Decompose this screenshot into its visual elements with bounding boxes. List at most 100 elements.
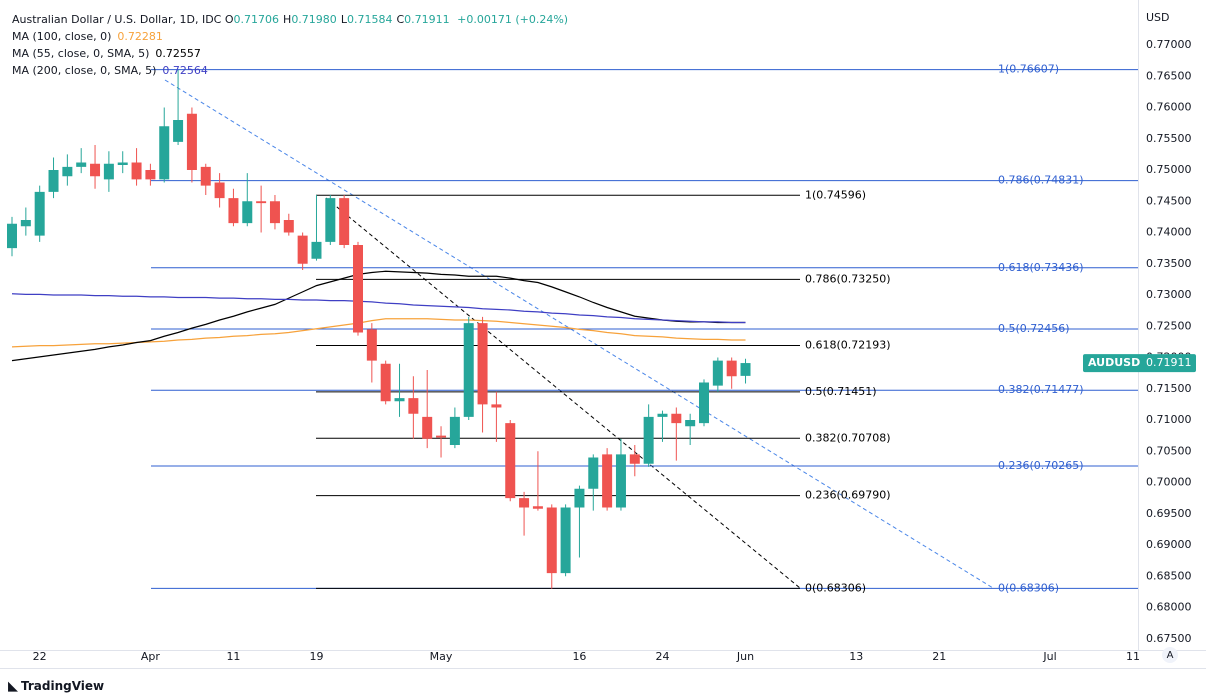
fib-label: 0(0.68306) xyxy=(998,581,1059,594)
y-tick-label: 0.69500 xyxy=(1146,507,1192,520)
ohlc-label: L xyxy=(340,13,347,26)
candle-body xyxy=(76,162,87,167)
candle-body xyxy=(491,404,502,408)
candle-body xyxy=(643,416,654,464)
x-tick-label: 13 xyxy=(849,650,863,663)
brand-logo: ◣ xyxy=(8,679,18,694)
candle-body xyxy=(283,220,294,233)
candle-body xyxy=(145,170,156,180)
symbol: Australian Dollar / U.S. Dollar, 1D, IDC xyxy=(12,13,222,26)
fib-label: 0.382(0.70708) xyxy=(805,431,891,444)
fib-label: 0.5(0.72456) xyxy=(998,322,1070,335)
candle-body xyxy=(311,241,322,259)
candle-body xyxy=(297,235,308,264)
candle-body xyxy=(505,423,516,499)
x-tick-label: 22 xyxy=(33,650,47,663)
candle-body xyxy=(740,363,751,376)
candle-body xyxy=(615,454,626,508)
candle-body xyxy=(48,170,59,192)
brand-text: TradingView xyxy=(21,679,105,693)
y-tick-label: 0.74000 xyxy=(1146,226,1192,239)
layer-back: 1(0.76607) 0.786(0.74831) 0.618(0.73436) 0.… xyxy=(11,63,1138,594)
candle-body xyxy=(463,323,474,417)
fib-label: 0.786(0.74831) xyxy=(998,174,1084,187)
y-tick-label: 0.76500 xyxy=(1146,69,1192,82)
ma-legend-row: MA (55, close, 0, SMA, 5) 0.72557 xyxy=(12,45,572,62)
ma-legend-row: MA (100, close, 0) 0.72281 xyxy=(12,28,572,45)
ma-line xyxy=(11,270,746,362)
candle-body xyxy=(90,163,101,177)
candle-body xyxy=(34,191,45,236)
ma-value: 0.72557 xyxy=(155,47,201,60)
x-tick-label: Apr xyxy=(141,650,161,663)
legend: Australian Dollar / U.S. Dollar, 1D, IDC… xyxy=(12,11,572,79)
x-tick-label: 21 xyxy=(932,650,946,663)
axis-unit: USD xyxy=(1146,11,1170,24)
fib-label: 0.236(0.69790) xyxy=(805,489,891,502)
candle-body xyxy=(242,201,253,224)
fib-label: 0.5(0.71451) xyxy=(805,385,877,398)
brand: ◣ TradingView xyxy=(8,679,104,694)
candle-body xyxy=(394,398,405,402)
y-tick-label: 0.70500 xyxy=(1146,444,1192,457)
ma-legend-row: MA (200, close, 0, SMA, 5) 0.72564 xyxy=(12,62,572,79)
ma-line xyxy=(11,318,746,348)
candle-body xyxy=(117,162,128,165)
candle-body xyxy=(380,363,391,402)
y-tick-label: 0.68000 xyxy=(1146,601,1192,614)
candle-body xyxy=(560,507,571,574)
y-tick-label: 0.77000 xyxy=(1146,38,1192,51)
candle-body xyxy=(325,198,336,242)
ma-name: MA (55, close, 0, SMA, 5) xyxy=(12,47,150,60)
candle-body xyxy=(159,126,170,180)
candle-body xyxy=(408,398,419,414)
y-tick-label: 0.70000 xyxy=(1146,476,1192,489)
fib-label: 0.786(0.73250) xyxy=(805,272,891,285)
y-tick-label: 0.73500 xyxy=(1146,257,1192,270)
candle-body xyxy=(366,329,377,361)
fib-label: 1(0.74596) xyxy=(805,188,866,201)
auto-scale-label[interactable]: A xyxy=(1167,650,1174,661)
candle-body xyxy=(574,488,585,508)
candle-body xyxy=(532,506,543,509)
y-tick-label: 0.75500 xyxy=(1146,132,1192,145)
price-badge-value: 0.71911 xyxy=(1146,356,1192,369)
x-tick-label: 11 xyxy=(1126,650,1140,663)
x-tick-label: 16 xyxy=(572,650,586,663)
candle-body xyxy=(436,435,447,438)
candle-body xyxy=(339,198,350,245)
ma-line xyxy=(11,293,746,324)
y-tick-label: 0.73000 xyxy=(1146,288,1192,301)
auto-scale-button[interactable] xyxy=(1162,647,1178,663)
candle-body xyxy=(7,223,17,249)
candle-body xyxy=(214,182,225,199)
candle-body xyxy=(422,416,433,439)
candle-body xyxy=(173,120,184,142)
price-badge-symbol: AUDUSD xyxy=(1088,356,1140,369)
ma-value: 0.72281 xyxy=(117,30,163,43)
candle-body xyxy=(131,162,142,180)
y-tick-label: 0.76000 xyxy=(1146,101,1192,114)
candle-body xyxy=(519,498,530,508)
change: +0.00171 (+0.24%) xyxy=(457,13,569,26)
x-tick-label: Jun xyxy=(736,650,754,663)
candle-body xyxy=(228,198,239,224)
candle-body xyxy=(353,245,363,333)
x-tick-label: May xyxy=(430,650,453,663)
x-tick-label: 19 xyxy=(309,650,323,663)
candle-body xyxy=(685,420,696,427)
ohlc-label: C xyxy=(396,13,405,26)
fib-label: 0.618(0.73436) xyxy=(998,261,1084,274)
x-tick-label: Jul xyxy=(1042,650,1056,663)
candle-body xyxy=(629,454,640,464)
y-tick-label: 0.71500 xyxy=(1146,382,1192,395)
fib-label: 0.236(0.70265) xyxy=(998,459,1084,472)
ma-legend: MA (100, close, 0) 0.72281 MA (55, close, … xyxy=(12,28,572,79)
candle-body xyxy=(62,166,73,177)
y-tick-label: 0.72500 xyxy=(1146,319,1192,332)
fib-label: 0.618(0.72193) xyxy=(805,338,891,351)
candle-body xyxy=(712,360,723,386)
candle-body xyxy=(449,416,460,445)
